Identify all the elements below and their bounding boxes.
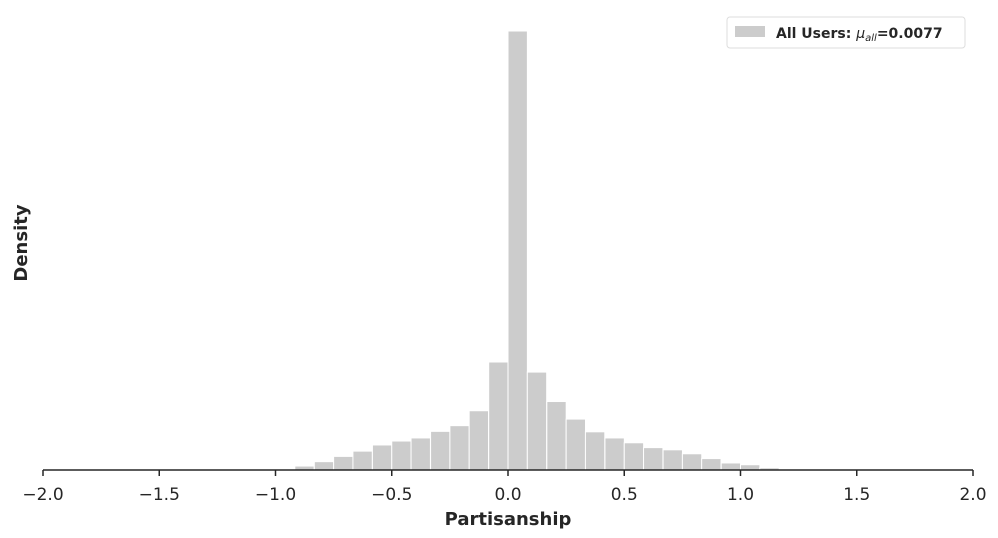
x-tick-label: −1.5 <box>139 485 180 505</box>
histogram-bar <box>333 455 354 471</box>
histogram-bar <box>740 464 761 471</box>
legend-label-symbol: μ <box>855 26 865 42</box>
legend-label-subscript: all <box>865 33 877 44</box>
legend-label-suffix: =0.0077 <box>877 26 943 42</box>
histogram-bar <box>565 418 587 471</box>
histogram-bar <box>584 431 606 471</box>
histogram-bar <box>430 430 451 471</box>
histogram-bar <box>643 447 664 471</box>
histogram-bar <box>352 450 373 471</box>
legend-label: All Users: μall=0.0077 <box>776 26 943 44</box>
histogram-bar <box>449 425 470 471</box>
x-axis-ticks: −2.0 −1.5 −1.0 −0.5 0.0 0.5 1.0 1.5 2.0 <box>22 470 987 505</box>
histogram-bar <box>526 371 548 471</box>
histogram-bar <box>488 361 509 471</box>
histogram-bar <box>507 30 528 471</box>
histogram-bar <box>391 440 412 471</box>
y-axis-title: Density <box>11 204 32 281</box>
histogram-bar <box>681 453 703 471</box>
histogram-bar <box>720 462 742 471</box>
histogram-bar <box>662 449 683 471</box>
histogram-bar <box>313 461 335 471</box>
x-tick-label: −1.0 <box>255 485 296 505</box>
x-tick-label: −0.5 <box>371 485 412 505</box>
legend-label-prefix: All Users: <box>776 26 856 42</box>
histogram-bars <box>275 30 800 471</box>
histogram-bar <box>546 401 567 471</box>
legend-swatch <box>735 26 765 37</box>
x-tick-label: 2.0 <box>959 485 986 505</box>
x-tick-label: 0.0 <box>494 485 521 505</box>
legend-box <box>726 16 966 49</box>
histogram-bar <box>701 458 722 471</box>
histogram-bar <box>371 444 393 471</box>
histogram-bar <box>623 442 645 471</box>
x-axis-title: Partisanship <box>445 509 572 530</box>
x-tick-label: 1.5 <box>843 485 870 505</box>
x-tick-label: 0.5 <box>611 485 638 505</box>
histogram-bar <box>410 437 431 471</box>
x-tick-label: −2.0 <box>22 485 63 505</box>
legend: All Users: μall=0.0077 <box>726 16 966 49</box>
x-tick-label: 1.0 <box>727 485 754 505</box>
histogram-bar <box>468 410 490 471</box>
histogram-bar <box>604 437 625 471</box>
